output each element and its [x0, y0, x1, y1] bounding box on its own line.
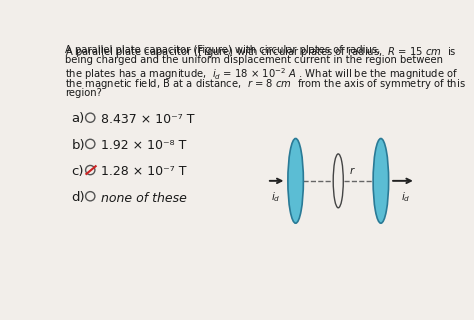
Text: $i_d$: $i_d$ — [401, 190, 410, 204]
Ellipse shape — [333, 154, 343, 208]
Text: A parallel plate capacitor (Figure) with circular plates of radius,: A parallel plate capacitor (Figure) with… — [65, 44, 387, 54]
Text: A parallel plate capacitor (Figure) with circular plates of radius,  $R$ = 15 $c: A parallel plate capacitor (Figure) with… — [65, 44, 457, 59]
Text: d): d) — [72, 191, 85, 204]
Text: c): c) — [72, 165, 84, 178]
Ellipse shape — [288, 139, 303, 223]
Text: a): a) — [72, 112, 85, 125]
Text: 1.92 × 10⁻⁸ T: 1.92 × 10⁻⁸ T — [101, 139, 186, 152]
Text: $i_d$: $i_d$ — [272, 190, 281, 204]
Ellipse shape — [373, 139, 389, 223]
Text: $r$: $r$ — [349, 165, 356, 176]
Text: being charged and the uniform displacement current in the region between: being charged and the uniform displaceme… — [65, 55, 444, 65]
Text: b): b) — [72, 139, 85, 151]
Text: $p$: $p$ — [335, 187, 343, 199]
Text: none of these: none of these — [101, 192, 187, 204]
Text: $R$: $R$ — [289, 196, 297, 208]
Text: region?: region? — [65, 88, 102, 98]
Text: 8.437 × 10⁻⁷ T: 8.437 × 10⁻⁷ T — [101, 113, 195, 126]
Text: 1.28 × 10⁻⁷ T: 1.28 × 10⁻⁷ T — [101, 165, 187, 179]
Text: the plates has a magnitude,  $i_d$ = 18 × 10$^{-2}$ $A$ . What will be the magni: the plates has a magnitude, $i_d$ = 18 ×… — [65, 66, 459, 82]
Text: the magnetic field, B at a distance,  $r$ = 8 $cm$  from the axis of symmetry of: the magnetic field, B at a distance, $r$… — [65, 77, 466, 91]
